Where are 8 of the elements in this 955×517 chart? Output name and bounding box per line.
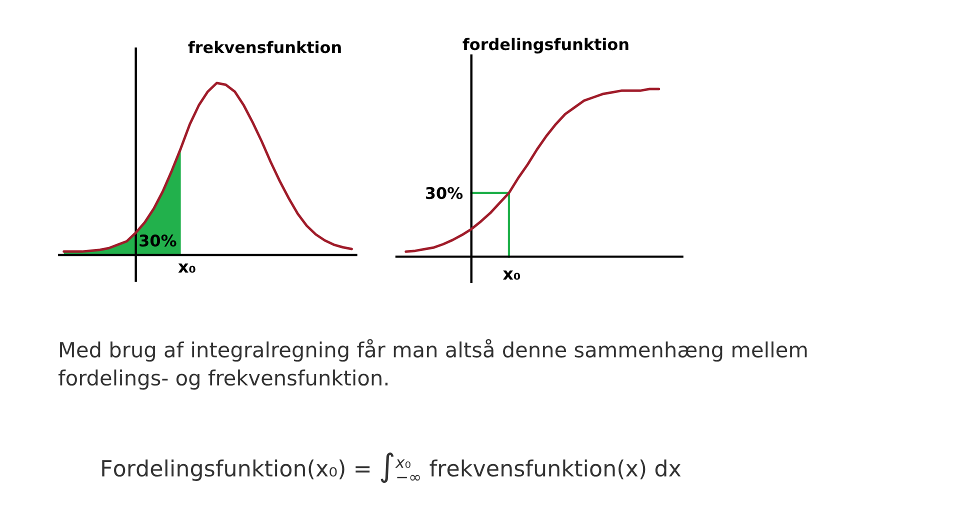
annotation: 30% — [426, 187, 463, 200]
chart-title: fordelingsfunktion — [462, 38, 628, 54]
text: Med brug af integralregning får man altså denne sammenhæng mellem fordelings- og frekvensfunktion. — [58, 339, 807, 390]
chart-title: frekvensfunktion — [188, 40, 341, 54]
text: x₀ — [502, 270, 520, 280]
annotation: 30% — [140, 234, 176, 247]
text: Fordelingsfunktion(x₀) = ∫$^{x₀}$$_{−∞}$ frekvensfunktion(x) dx — [102, 452, 681, 484]
text: x₀ — [178, 263, 196, 273]
